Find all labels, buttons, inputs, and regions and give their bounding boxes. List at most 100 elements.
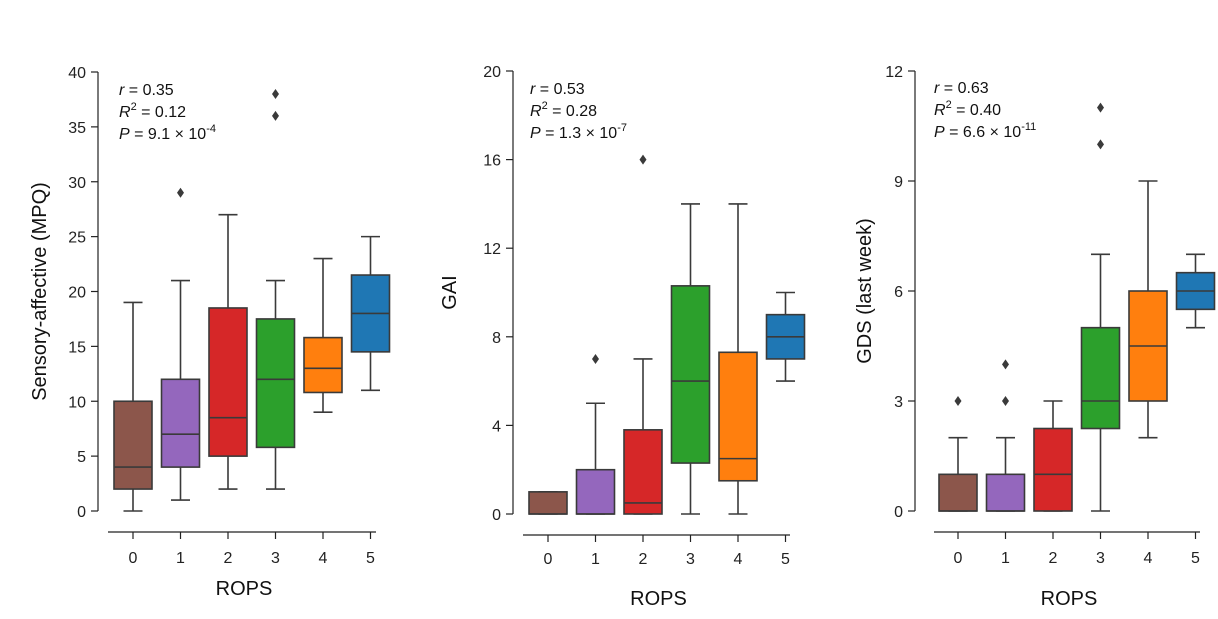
box-group-rops-1 [575,353,616,515]
x-tick-label: 4 [1144,550,1153,567]
y-tick-label: 20 [483,64,501,81]
y-tick-label: 3 [894,394,903,411]
stat-r2: R2 = 0.28 [530,100,597,120]
stat-r2-value: = 0.12 [137,104,186,121]
outlier-point [954,396,962,406]
box-iqr [670,285,711,464]
y-tick-label: 16 [483,153,501,170]
box-group-rops-2 [623,154,663,515]
y-tick-label: 0 [894,504,903,521]
y-tick-label: 0 [492,507,501,524]
box-group-rops-3 [670,203,711,515]
box-iqr [718,351,758,482]
box-group-rops-4 [1128,180,1168,439]
x-tick-label: 1 [176,550,185,567]
box-iqr [208,307,248,457]
y-tick-label: 5 [77,449,86,466]
stat-r2: R2 = 0.12 [119,101,186,121]
stat-p-symbol: P [530,125,541,142]
y-tick-label: 4 [492,418,501,435]
x-axis-title: ROPS [1041,588,1098,610]
stat-r2: R2 = 0.40 [934,99,1001,119]
y-tick-label: 9 [894,174,903,191]
stat-r2-exponent: 2 [131,101,137,113]
panel-sensory-affective: 0 5 10 15 20 25 30 35 40 0 1 2 3 4 5 ROPS Sensory-affect… [29,65,391,600]
y-tick-label: 12 [483,241,501,258]
x-tick-label: 4 [319,550,328,567]
x-tick-label: 5 [366,550,375,567]
x-tick-label: 5 [1191,550,1200,567]
box-group-rops-5 [350,235,391,392]
y-tick-label: 8 [492,330,501,347]
stat-r-symbol: r [934,80,940,97]
x-tick-label: 1 [591,551,600,568]
stat-r2-symbol: R [530,103,542,120]
box-group-rops-0 [938,396,978,512]
y-axis-title: GDS (last week) [854,218,876,364]
stat-p-value: = 1.3 × 10 [541,125,618,142]
y-axis-title: GAI [439,275,461,309]
stat-p-symbol: P [934,124,945,141]
box-iqr [1080,326,1121,430]
stat-r2-symbol: R [934,102,946,119]
x-tick-label: 4 [734,551,743,568]
stat-r-value: = 0.63 [939,80,988,97]
stat-p-symbol: P [119,126,130,143]
x-axis-title: ROPS [216,578,273,600]
x-tick-label: 0 [544,551,553,568]
stat-r-value: = 0.35 [124,82,173,99]
y-tick-label: 20 [68,285,86,302]
box-iqr [303,336,343,394]
box-iqr [528,491,568,515]
stat-r2-symbol: R [119,104,131,121]
outlier-point [272,110,279,121]
stat-p-exponent: -7 [617,122,627,134]
stat-p-exponent: -4 [206,123,216,135]
box-group-rops-4 [718,203,758,515]
x-tick-label: 5 [781,551,790,568]
y-tick-label: 12 [885,64,903,81]
y-tick-label: 40 [68,65,86,82]
x-tick-label: 2 [224,550,233,567]
box-iqr [160,378,201,468]
stat-r2-value: = 0.40 [952,102,1001,119]
stat-r2-exponent: 2 [946,99,952,111]
box-group-rops-0 [528,491,568,515]
y-axis-title: Sensory-affective (MPQ) [29,182,51,401]
box-group-rops-5 [765,291,806,382]
y-tick-label: 6 [894,284,903,301]
stat-r-value: = 0.53 [535,81,584,98]
y-tick-label: 30 [68,175,86,192]
stat-r2-value: = 0.28 [548,103,597,120]
x-tick-label: 0 [954,550,963,567]
stat-p-value: = 9.1 × 10 [130,126,207,143]
stat-r-symbol: r [530,81,536,98]
x-tick-label: 0 [129,550,138,567]
outlier-point [272,88,279,99]
box-iqr [575,468,616,515]
box-iqr [113,400,153,490]
stat-p-exponent: -11 [1021,121,1036,133]
stat-r-symbol: r [119,82,125,99]
stat-r: r = 0.53 [530,81,585,98]
x-tick-label: 3 [271,550,280,567]
outlier-point [592,353,599,364]
box-group-rops-0 [113,301,153,512]
stat-p: P = 9.1 × 10-4 [119,123,216,143]
stat-r2-exponent: 2 [542,100,548,112]
box-iqr [1033,427,1073,512]
y-tick-label: 35 [68,120,86,137]
box-iqr [623,429,663,515]
stat-p: P = 6.6 × 10-11 [934,121,1036,141]
x-tick-label: 3 [686,551,695,568]
stat-p: P = 1.3 × 10-7 [530,122,627,142]
box-iqr [255,318,296,449]
y-tick-label: 10 [68,394,86,411]
outlier-point [1097,139,1104,150]
outlier-point [177,187,184,198]
x-tick-label: 1 [1001,550,1010,567]
outlier-point [1002,359,1009,370]
